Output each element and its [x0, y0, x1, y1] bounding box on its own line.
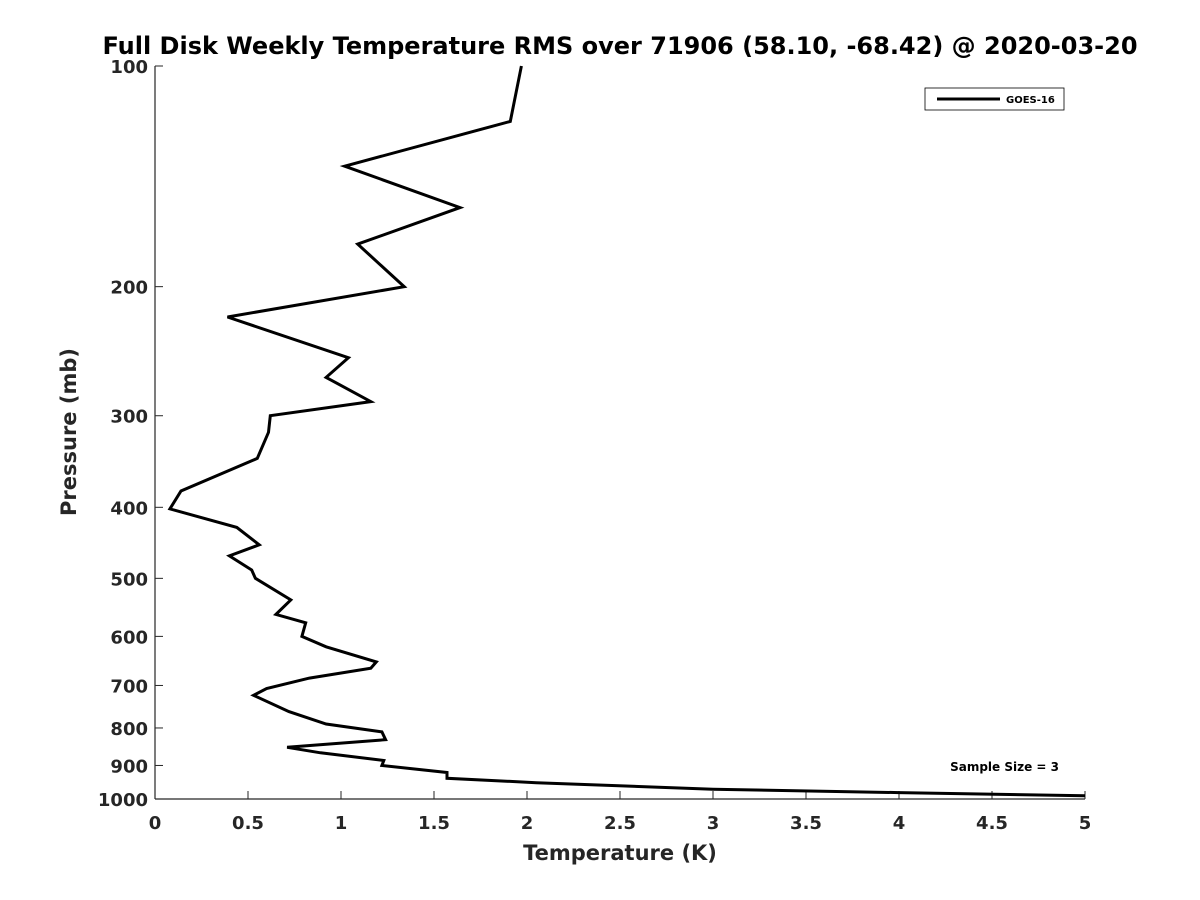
- x-tick-label: 1: [335, 813, 348, 834]
- y-tick-label: 200: [110, 278, 148, 299]
- y-ticks: 100 200 300 400 500 600 700 800 900 1000: [98, 57, 163, 811]
- legend: GOES-16: [924, 87, 1065, 111]
- y-tick-label: 1000: [98, 790, 148, 811]
- x-axis-label: Temperature (K): [523, 841, 717, 865]
- y-tick-label: 500: [110, 569, 148, 590]
- x-tick-label: 2: [521, 813, 534, 834]
- y-tick-label: 100: [110, 57, 148, 78]
- x-tick-label: 1.5: [418, 813, 450, 834]
- x-tick-label: 2.5: [604, 813, 636, 834]
- x-tick-label: 0: [149, 813, 162, 834]
- x-tick-label: 3.5: [790, 813, 822, 834]
- y-axis-label: Pressure (mb): [57, 348, 81, 516]
- x-ticks: 0 0.5 1 1.5 2 2.5 3 3.5 4 4.5 5: [149, 791, 1092, 834]
- x-tick-label: 4: [893, 813, 906, 834]
- series-line-0: [167, 65, 1086, 798]
- y-tick-label: 700: [110, 676, 148, 697]
- y-tick-label: 600: [110, 627, 148, 648]
- series-layer: [167, 65, 1086, 798]
- legend-entry-goes-16: GOES-16: [1006, 95, 1055, 106]
- y-tick-label: 400: [110, 498, 148, 519]
- plot-area: 0 0.5 1 1.5 2 2.5 3 3.5 4 4.5 5 100 200 300 400 500 600…: [98, 57, 1091, 834]
- x-tick-label: 4.5: [976, 813, 1008, 834]
- x-tick-label: 3: [707, 813, 720, 834]
- y-tick-label: 800: [110, 719, 148, 740]
- y-tick-label: 900: [110, 756, 148, 777]
- x-tick-label: 5: [1079, 813, 1092, 834]
- x-tick-label: 0.5: [232, 813, 264, 834]
- y-tick-label: 300: [110, 407, 148, 428]
- chart-title: Full Disk Weekly Temperature RMS over 71…: [102, 32, 1137, 60]
- sample-size-annotation: Sample Size = 3: [950, 760, 1059, 774]
